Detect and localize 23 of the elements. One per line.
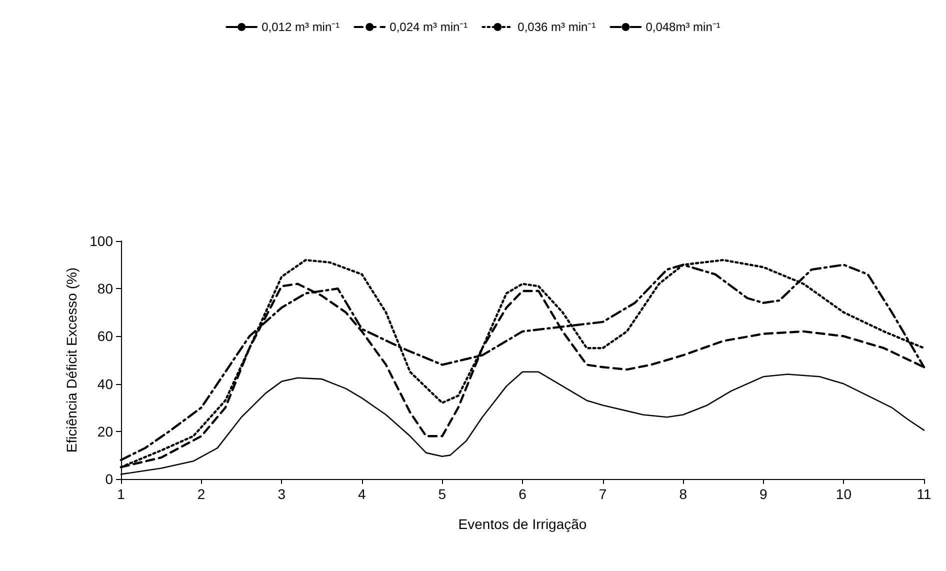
y-tick-label: 60 [97,328,114,344]
y-tick-label: 20 [97,423,114,440]
y-tick-label: 80 [97,280,114,297]
x-tick-label: 5 [438,486,446,502]
x-tick-label: 6 [518,486,527,502]
x-tick-label: 11 [916,486,932,502]
y-tick-label: 40 [97,376,114,392]
legend-label: 0,036 m³ min⁻¹ [518,20,596,34]
x-axis-title: Eventos de Irrigação [458,516,587,532]
x-tick-label: 4 [358,486,366,502]
y-tick-label: 100 [90,233,114,249]
y-axis-title: Eficiência Déficit Excesso (%) [64,267,80,453]
legend-label: 0,048m³ min⁻¹ [646,20,720,34]
x-tick-label: 2 [197,486,206,502]
legend-label: 0,012 m³ min⁻¹ [262,20,340,34]
x-tick-label: 8 [679,486,688,502]
x-tick-label: 7 [598,486,607,502]
x-tick-label: 9 [760,486,768,502]
legend-label: 0,024 m³ min⁻¹ [390,20,468,34]
x-tick-label: 1 [117,486,126,502]
x-tick-label: 3 [278,486,286,502]
y-tick-label: 0 [105,471,114,487]
x-tick-label: 10 [836,486,852,502]
